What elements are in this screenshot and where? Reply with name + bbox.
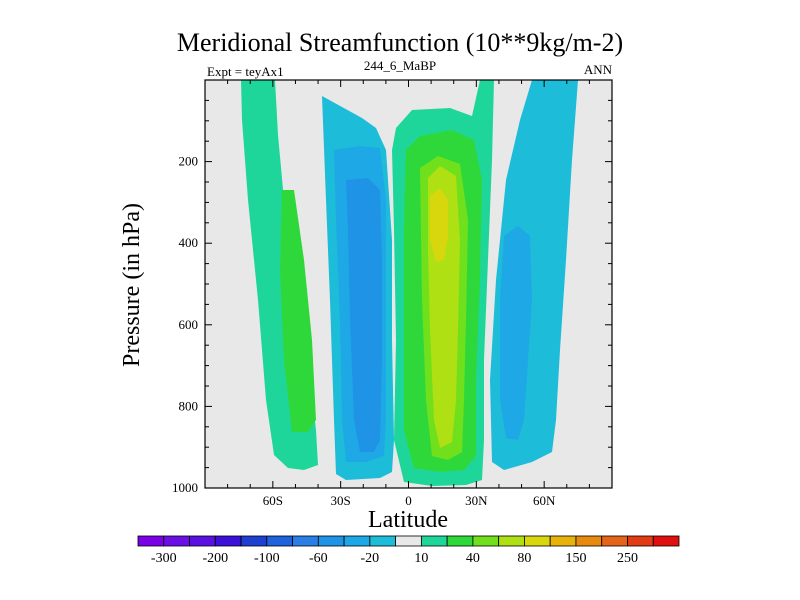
colorbar-swatch (137, 535, 165, 547)
colorbar-swatch (420, 535, 448, 547)
colorbar-label: 10 (414, 551, 428, 566)
x-axis-label: Latitude (368, 507, 448, 533)
axis-ticks (205, 80, 612, 488)
colorbar-swatch (266, 535, 293, 547)
colorbar-label: 250 (617, 551, 638, 566)
chart-title: Meridional Streamfunction (10**9kg/m-2) (176, 28, 624, 57)
colorbar-swatch (240, 535, 268, 547)
colorbar-swatch (214, 535, 242, 547)
colorbar-swatch (524, 535, 551, 547)
contour-fill-south-negative-60 (346, 178, 382, 452)
contour-fill-north-negative-40 (500, 226, 532, 440)
colorbar-swatch (627, 535, 654, 547)
colorbar-swatch (343, 535, 371, 547)
colorbar-label: -200 (202, 551, 228, 566)
colorbar-swatch (292, 535, 319, 547)
contour-fill-tropical-positive-80 (430, 188, 448, 262)
x-tick-label: 60S (263, 493, 283, 508)
colorbar-swatch (652, 535, 680, 547)
y-tick-label: 600 (179, 317, 199, 332)
chart-subtitle-center: 244_6_MaBP (363, 58, 437, 73)
colorbar-swatch (601, 535, 628, 547)
colorbar-label: -100 (254, 551, 280, 566)
colorbar-swatch (163, 535, 190, 547)
colorbar-label: -20 (361, 551, 380, 566)
colorbar-swatch (189, 535, 216, 547)
contour-fill-south-positive-30 (280, 190, 316, 432)
y-tick-label: 1000 (172, 480, 198, 495)
colorbar-label: 80 (517, 551, 531, 566)
x-tick-label: 60N (533, 493, 556, 508)
x-tick-label: 30N (465, 493, 488, 508)
colorbar-label: -60 (309, 551, 328, 566)
colorbar-swatch (446, 535, 474, 547)
colorbar-label: 40 (466, 551, 480, 566)
y-axis-label: Pressure (in hPa) (119, 203, 145, 367)
colorbar-swatch (317, 535, 345, 547)
contour-fills (241, 80, 578, 486)
y-tick-label: 400 (179, 235, 199, 250)
y-tick-label: 200 (179, 154, 199, 169)
colorbar-label: 150 (565, 551, 586, 566)
colorbar-swatch (498, 535, 525, 547)
colorbar-swatch (395, 535, 422, 547)
colorbar-swatch (472, 535, 500, 547)
colorbar-swatch (575, 535, 603, 547)
y-tick-label: 800 (179, 398, 199, 413)
colorbar-swatch (369, 535, 397, 547)
colorbar-labels: -300 -200 -100 -60 -20 10 40 80 150 250 (151, 551, 638, 566)
chart-subtitle-left: Expt = teyAx1 (207, 64, 284, 79)
x-tick-label: 30S (331, 493, 351, 508)
x-tick-label: 0 (405, 493, 412, 508)
axis-tick-labels: 60S 30S 0 30N 60N 200 400 600 800 1000 (172, 154, 556, 508)
colorbar-label: -300 (151, 551, 177, 566)
chart-subtitle-right: ANN (583, 62, 612, 77)
colorbar-swatch (549, 535, 577, 547)
colorbar (137, 535, 680, 547)
